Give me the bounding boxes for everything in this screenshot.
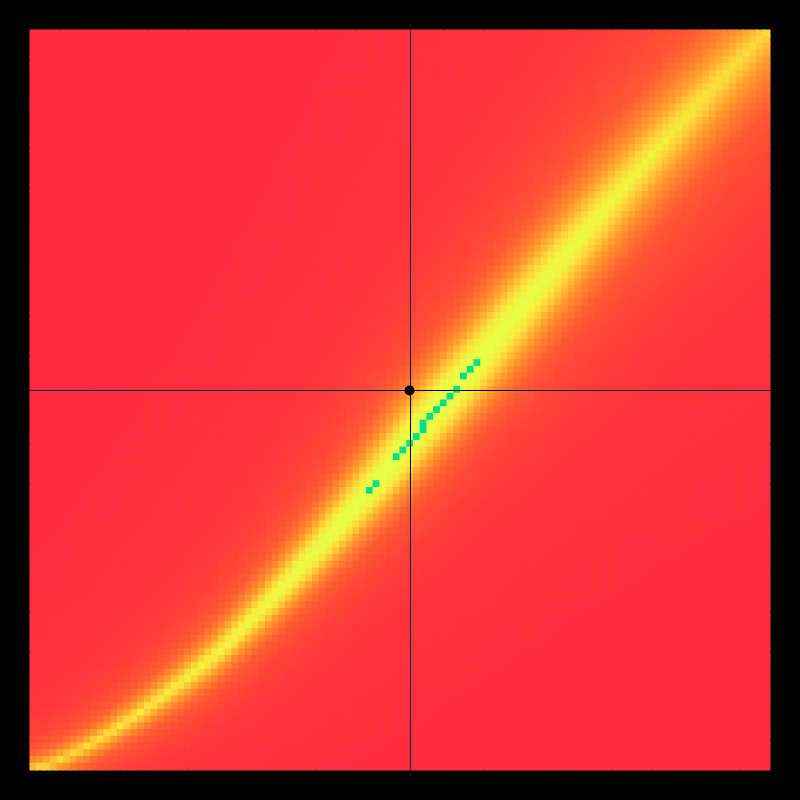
watermark-text: TheBottleneck.com — [581, 2, 778, 29]
bottleneck-heatmap — [0, 0, 800, 800]
chart-container: TheBottleneck.com — [0, 0, 800, 800]
